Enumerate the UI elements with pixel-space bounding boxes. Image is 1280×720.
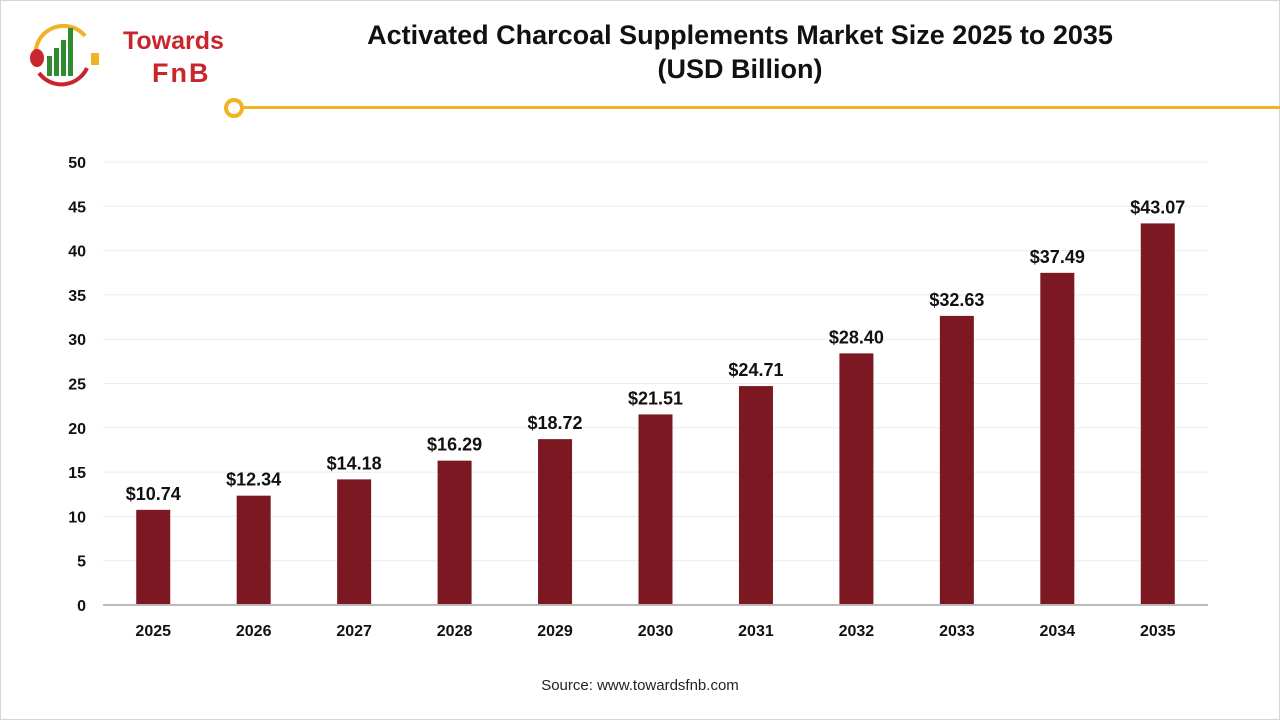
data-label: $10.74	[126, 484, 181, 504]
y-tick-label: 15	[68, 465, 86, 482]
y-tick-label: 40	[68, 244, 86, 261]
x-tick-label: 2035	[1140, 623, 1176, 640]
bar	[136, 509, 171, 605]
data-label: $16.29	[427, 435, 482, 455]
bar	[839, 353, 874, 605]
logo-text: Towards	[123, 27, 224, 55]
y-tick-label: 50	[68, 155, 86, 172]
data-label: $21.51	[628, 388, 683, 408]
y-tick-label: 25	[68, 377, 86, 394]
data-label: $18.72	[528, 413, 583, 433]
bar	[337, 479, 372, 605]
x-tick-label: 2031	[738, 623, 774, 640]
y-tick-label: 45	[68, 199, 86, 216]
bar	[939, 315, 974, 605]
x-tick-label: 2030	[638, 623, 674, 640]
bar	[638, 414, 673, 605]
y-tick-label: 10	[68, 509, 86, 526]
x-tick-label: 2032	[839, 623, 875, 640]
logo-icon	[30, 23, 99, 87]
title-sub: (USD Billion)	[657, 54, 823, 84]
bar	[1040, 272, 1075, 605]
data-label: $37.49	[1030, 247, 1085, 267]
x-tick-label: 2025	[135, 623, 171, 640]
data-label: $32.63	[929, 290, 984, 310]
bar	[236, 495, 271, 605]
y-tick-label: 20	[68, 421, 86, 438]
y-tick-label: 30	[68, 332, 86, 349]
y-tick-label: 35	[68, 288, 86, 305]
data-label: $43.07	[1130, 197, 1185, 217]
x-tick-label: 2027	[336, 623, 372, 640]
data-label: $24.71	[728, 360, 783, 380]
x-tick-label: 2026	[236, 623, 272, 640]
x-tick-label: 2029	[537, 623, 573, 640]
bar	[1140, 223, 1175, 606]
chart-title: Activated Charcoal Supplements Market Si…	[240, 18, 1240, 86]
x-tick-label: 2034	[1040, 623, 1076, 640]
bar	[738, 386, 773, 605]
data-label: $14.18	[327, 453, 382, 473]
data-label: $12.34	[226, 470, 281, 490]
bar	[437, 460, 472, 605]
decor-line	[240, 106, 1280, 109]
y-tick-label: 5	[77, 554, 86, 571]
x-tick-label: 2033	[939, 623, 975, 640]
x-tick-label: 2028	[437, 623, 473, 640]
y-tick-label: 0	[77, 598, 86, 615]
logo-subtext: FnB	[152, 58, 211, 88]
source-note: Source: www.towardsfnb.com	[541, 677, 739, 694]
title-main: Activated Charcoal Supplements Market Si…	[367, 20, 1113, 50]
bar	[538, 439, 573, 605]
towards-fnb-logo: Towards FnB	[25, 18, 224, 88]
data-label: $28.40	[829, 327, 884, 347]
